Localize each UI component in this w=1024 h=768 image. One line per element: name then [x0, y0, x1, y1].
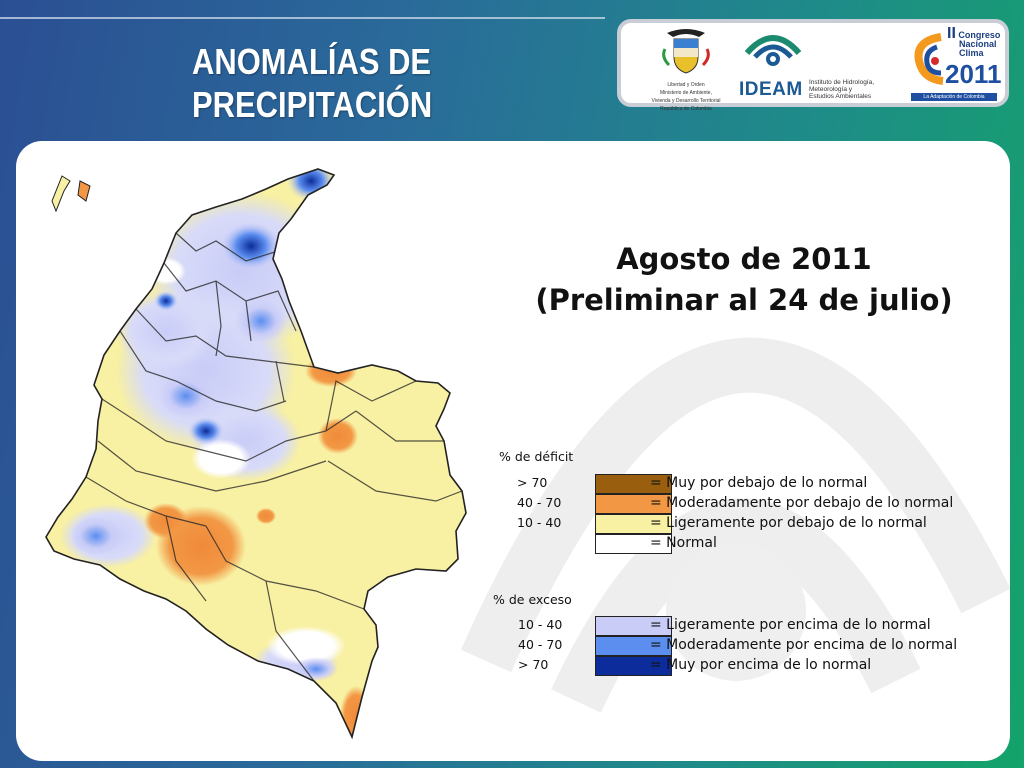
- legend-label: = Muy por encima de lo normal: [650, 657, 872, 673]
- colombia-caption-4: República de Colombia: [660, 106, 712, 112]
- legend-swatch: [595, 494, 672, 514]
- congreso-title: II Congreso Nacional Clima: [947, 26, 1001, 58]
- legend-label: = Ligeramente por debajo de lo normal: [650, 515, 927, 531]
- legend-swatch: [595, 616, 672, 636]
- congreso-numeral: II: [947, 25, 956, 42]
- congreso-year: 2011: [945, 59, 1002, 89]
- colombia-caption-3: Vivienda y Desarrollo Territorial: [651, 98, 721, 104]
- slide-title-line1: ANOMALÍAS DE: [192, 41, 432, 82]
- legend-swatch: [595, 514, 672, 534]
- excess-legend-title: % de exceso: [493, 592, 572, 607]
- ideam-name: IDEAM: [739, 79, 803, 100]
- colombia-anomaly-map: [45, 168, 467, 738]
- swirl-icon: [914, 33, 944, 85]
- legend-range: 40 - 70: [517, 495, 562, 510]
- legend-range: 10 - 40: [518, 617, 563, 632]
- slide-title-line2: PRECIPITACIÓN: [192, 84, 433, 125]
- legend-label: = Ligeramente por encima de lo normal: [650, 617, 931, 633]
- deficit-legend-title: % de déficit: [499, 449, 574, 464]
- ideam-eye-icon: [744, 35, 802, 66]
- legend-swatch: [595, 474, 672, 494]
- legend-range: > 70: [517, 475, 548, 490]
- header-divider: [0, 17, 605, 19]
- logo-banner: Libertad y Orden Ministerio de Ambiente,…: [617, 19, 1009, 112]
- coat-of-arms-icon: [662, 29, 710, 74]
- legend-label: = Muy por debajo de lo normal: [650, 475, 868, 491]
- legend-range: 40 - 70: [518, 637, 563, 652]
- congreso-line1: Congreso: [958, 30, 1001, 40]
- map-title-line2: (Preliminar al 24 de julio): [535, 283, 953, 317]
- colombia-coat-of-arms-logo: Libertad y Orden Ministerio de Ambiente,…: [641, 27, 731, 112]
- legend-swatch: [595, 656, 672, 676]
- legend-range: > 70: [518, 657, 549, 672]
- legend-label: = Moderadamente por encima de lo normal: [650, 637, 958, 653]
- legend-swatch: [595, 534, 672, 554]
- legend-label: = Normal: [650, 535, 717, 551]
- congreso-clima-logo: II Congreso Nacional Clima 2011 La Adapt…: [911, 26, 1003, 105]
- congreso-line3: Clima: [959, 48, 984, 58]
- colombia-caption-1: Libertad y Orden: [667, 82, 705, 88]
- ideam-logo: IDEAM Instituto de Hidrología, Meteorolo…: [739, 27, 899, 105]
- congreso-tagline: La Adaptación de Colombia: [911, 93, 997, 101]
- ideam-sub-3: Estudios Ambientales: [809, 93, 872, 100]
- slide-title: ANOMALÍAS DE PRECIPITACIÓN: [192, 40, 441, 126]
- map-title: Agosto de 2011 (Preliminar al 24 de juli…: [494, 239, 994, 321]
- content-panel: Agosto de 2011 (Preliminar al 24 de juli…: [16, 141, 1010, 761]
- map-title-line1: Agosto de 2011: [616, 242, 872, 276]
- congreso-line2: Nacional: [959, 39, 997, 49]
- legend-swatch: [595, 636, 672, 656]
- ideam-sub-1: Instituto de Hidrología,: [809, 79, 875, 86]
- ideam-subtitle: Instituto de Hidrología, Meteorología y …: [809, 79, 895, 100]
- legend-range: 10 - 40: [517, 515, 562, 530]
- ideam-sub-2: Meteorología y: [809, 86, 852, 93]
- colombia-caption-2: Ministerio de Ambiente,: [660, 90, 712, 96]
- legend-label: = Moderadamente por debajo de lo normal: [650, 495, 954, 511]
